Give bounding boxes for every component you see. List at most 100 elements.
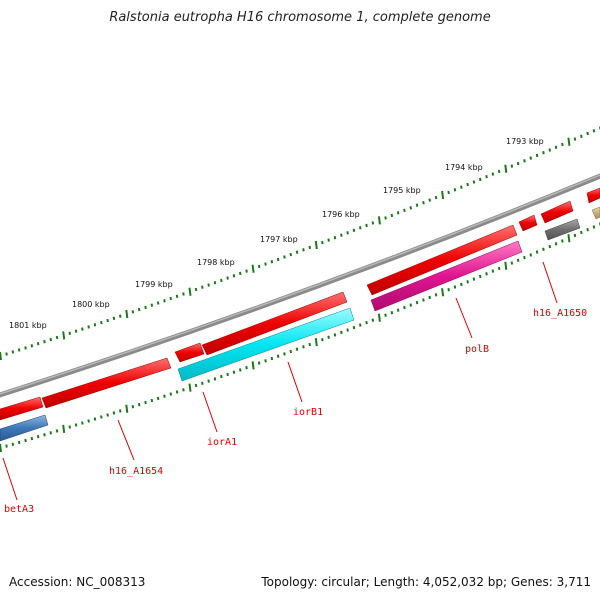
minor-tick [276,257,280,262]
major-tick [188,287,192,296]
chromosome-backbone [0,173,600,398]
minor-tick [479,274,482,279]
minor-tick [213,281,217,285]
minor-tick [264,359,267,363]
major-tick [441,288,445,297]
minor-tick [283,255,286,259]
minor-tick [472,277,476,281]
minor-tick [491,269,495,273]
minor-tick [485,272,488,276]
minor-tick [485,175,488,179]
minor-tick [24,438,27,443]
gene-box-cyan[interactable] [177,307,355,382]
minor-tick [548,244,551,249]
minor-tick [580,230,583,235]
minor-tick [346,328,349,332]
minor-tick [516,161,520,166]
minor-tick [529,156,532,160]
minor-tick [403,305,406,310]
minor-tick [554,145,558,149]
gene-arrow-red[interactable] [201,291,348,356]
major-tick [0,443,2,453]
minor-tick [523,159,526,163]
minor-tick [333,333,337,337]
minor-tick [497,169,501,174]
kbp-label-1795: 1795 kbp [383,186,421,195]
minor-tick [283,352,286,356]
minor-tick [201,381,204,385]
gene-arrow-red[interactable] [366,224,518,296]
minor-tick [384,216,387,220]
minor-tick [87,325,90,329]
minor-tick [245,366,248,370]
gene-box-blue[interactable] [0,414,49,442]
minor-tick [276,354,280,358]
minor-tick [17,440,21,445]
minor-tick [119,314,122,318]
minor-tick [365,321,368,325]
minor-tick [321,240,324,245]
minor-tick [156,301,160,305]
minor-tick [390,311,394,315]
major-tick [567,137,571,146]
major-tick [377,216,381,225]
gene-arrow-red[interactable] [586,187,600,204]
minor-tick [321,338,324,342]
gene-label-lines [2,261,558,501]
gene-arrow-red[interactable] [518,214,538,232]
kbp-label-1799: 1799 kbp [135,280,173,289]
minor-tick [535,153,539,158]
minor-tick [302,345,305,349]
gene-box-magenta[interactable] [370,240,523,312]
minor-tick [548,148,551,152]
minor-tick [403,208,406,212]
major-tick [62,331,66,340]
minor-tick [100,415,103,419]
gene-arrow-red[interactable] [540,200,574,224]
minor-tick [573,137,577,141]
minor-tick [74,329,78,333]
minor-tick [232,370,236,374]
minor-tick [55,335,59,340]
minor-tick [327,335,330,339]
minor-tick [150,303,154,307]
major-tick [314,337,318,347]
minor-tick [144,305,147,310]
gene-arrow-red[interactable] [41,357,172,409]
major-tick [441,190,445,200]
minor-tick [106,318,109,323]
minor-tick [289,349,292,354]
minor-tick [232,274,236,278]
minor-tick [308,342,311,347]
minor-tick [182,388,185,392]
gene-box-gray[interactable] [544,218,581,241]
minor-tick [81,421,84,425]
minor-tick [472,180,476,184]
kbp-label-1793: 1793 kbp [506,137,544,146]
map-title: Ralstonia eutropha H16 chromosome 1, com… [109,10,491,25]
inner-scale-ticks [0,222,600,453]
gene-label-iora1: iorA1 [207,437,237,448]
kbp-label-1797: 1797 kbp [260,235,298,244]
minor-tick [340,330,343,335]
minor-tick [535,250,539,254]
minor-tick [409,206,412,210]
minor-tick [359,323,362,327]
major-tick [504,261,508,270]
minor-tick [175,294,179,298]
minor-tick [201,285,204,289]
minor-tick [523,255,526,260]
minor-tick [49,337,52,342]
minor-tick [460,185,463,189]
minor-tick [245,269,248,273]
gene-arrow-red[interactable] [0,396,44,421]
gene-label-h16-a1650: h16_A1650 [533,308,587,319]
gene-arrow-red[interactable] [174,342,205,363]
minor-tick [226,276,229,280]
minor-tick [428,295,431,300]
gene-box-khaki[interactable] [591,206,600,220]
minor-tick [466,280,469,284]
minor-tick [327,238,330,242]
minor-tick [182,292,185,296]
